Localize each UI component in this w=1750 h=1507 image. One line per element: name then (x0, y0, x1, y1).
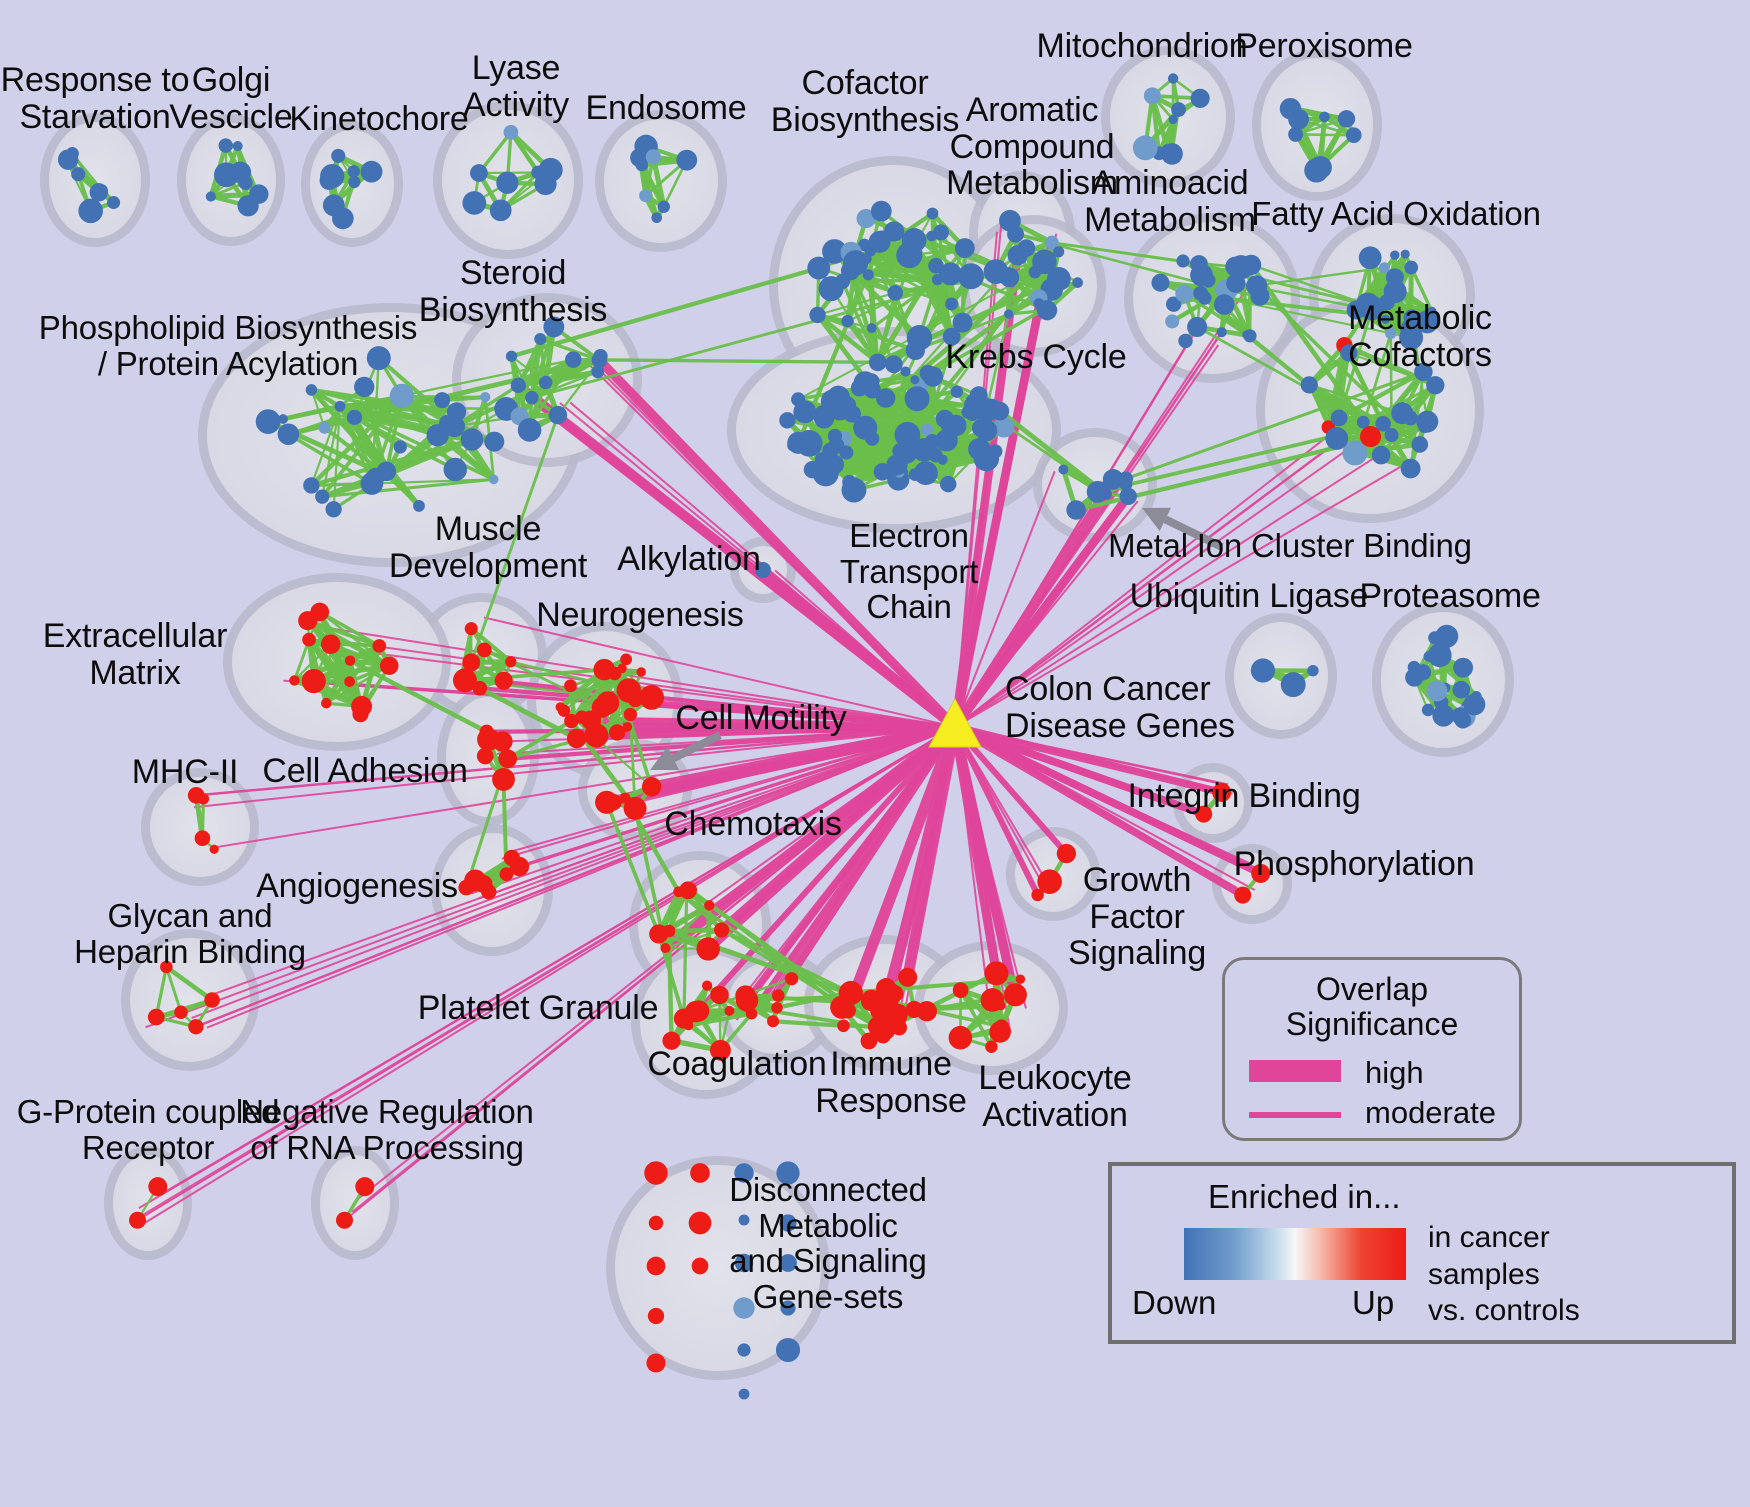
cluster-label-electron-transport-chain: Electron Transport Chain (839, 517, 979, 626)
cluster-label-phospholipid-biosynthesis: Phospholipid Biosynthesis / Protein Acyl… (38, 309, 418, 382)
cluster-label-integrin-binding: Integrin Binding (1127, 777, 1361, 815)
legend-context-label: in cancer samples vs. controls (1428, 1221, 1580, 1328)
cluster-label-phosphorylation: Phosphorylation (1233, 845, 1475, 883)
cluster-label-growth-factor-signaling: Growth Factor Signaling (1067, 861, 1207, 973)
cluster-label-disconnected-gene-sets: Disconnected Metabolic and Signaling Gen… (729, 1171, 927, 1315)
cluster-label-immune-response: Immune Response (815, 1045, 967, 1120)
cluster-label-steroid-biosynthesis: Steroid Biosynthesis (418, 254, 608, 329)
cluster-label-endosome: Endosome (585, 89, 747, 127)
cluster-label-muscle-development: Muscle Development (388, 510, 588, 585)
hub-label-colon-cancer-disease-genes: Colon Cancer Disease Genes (1005, 670, 1235, 745)
cluster-label-aminoacid-metabolism: Aminoacid Metabolism (1084, 164, 1256, 239)
legend-overlap-title: Overlap Significance (1285, 971, 1459, 1043)
legend-high-label: high (1365, 1055, 1424, 1090)
legend-down-label: Down (1132, 1284, 1217, 1321)
cluster-label-extracellular-matrix: Extracellular Matrix (42, 617, 228, 692)
cluster-label-golgi-vescicle: Golgi Vescicle (169, 61, 293, 136)
cluster-label-negative-regulation-rna: Negative Regulation of RNA Processing (240, 1093, 534, 1166)
legend-color-gradient-bar (1184, 1228, 1406, 1280)
cluster-label-cofactor-biosynthesis: Cofactor Biosynthesis (770, 64, 960, 139)
cluster-label-coagulation: Coagulation (647, 1045, 827, 1083)
cluster-label-cell-motility: Cell Motility (675, 699, 847, 737)
legend-up-label: Up (1352, 1284, 1395, 1321)
cluster-label-leukocyte-activation: Leukocyte Activation (978, 1059, 1132, 1134)
cluster-label-kinetochore: Kinetochore (289, 100, 469, 138)
cluster-label-proteasome: Proteasome (1359, 577, 1541, 615)
legend-overlap-significance: Overlap Significance high moderate (1222, 957, 1522, 1141)
cluster-label-mhc-ii: MHC-II (131, 753, 239, 791)
cluster-label-neurogenesis: Neurogenesis (536, 596, 744, 634)
cluster-label-krebs-cycle: Krebs Cycle (945, 338, 1127, 376)
legend-moderate-swatch (1249, 1112, 1341, 1118)
cluster-label-cell-adhesion: Cell Adhesion (262, 752, 468, 790)
cluster-label-platelet-granule: Platelet Granule (417, 989, 659, 1027)
cluster-label-metal-ion-cluster-binding: Metal Ion Cluster Binding (1108, 527, 1472, 564)
legend-high-swatch (1249, 1060, 1341, 1082)
cluster-label-chemotaxis: Chemotaxis (664, 805, 842, 843)
cluster-label-aromatic-compound-metabolism: Aromatic Compound Metabolism (946, 91, 1118, 203)
cluster-label-g-protein-coupled-receptor: G-Protein coupled Receptor (16, 1093, 280, 1166)
cluster-label-response-to-starvation: Response to Starvation (0, 61, 190, 136)
cluster-label-mitochondrion: Mitochondrion (1036, 27, 1248, 65)
cluster-label-metabolic-cofactors: Metabolic Cofactors (1348, 299, 1492, 374)
cluster-label-fatty-acid-oxidation: Fatty Acid Oxidation (1251, 195, 1541, 232)
cluster-label-alkylation: Alkylation (617, 540, 761, 578)
legend-enriched-title: Enriched in... (1208, 1178, 1401, 1215)
legend-enriched-in: Enriched in... Down Up in cancer samples… (1108, 1162, 1736, 1344)
cluster-label-peroxisome: Peroxisome (1235, 27, 1413, 65)
legend-moderate-label: moderate (1365, 1095, 1496, 1130)
cluster-label-glycan-heparin-binding: Glycan and Heparin Binding (74, 897, 306, 970)
cluster-label-ubiquitin-ligase: Ubiquitin Ligase (1129, 577, 1369, 615)
cluster-label-lyase-activity: Lyase Activity (462, 49, 570, 124)
cluster-label-angiogenesis: Angiogenesis (256, 867, 458, 905)
